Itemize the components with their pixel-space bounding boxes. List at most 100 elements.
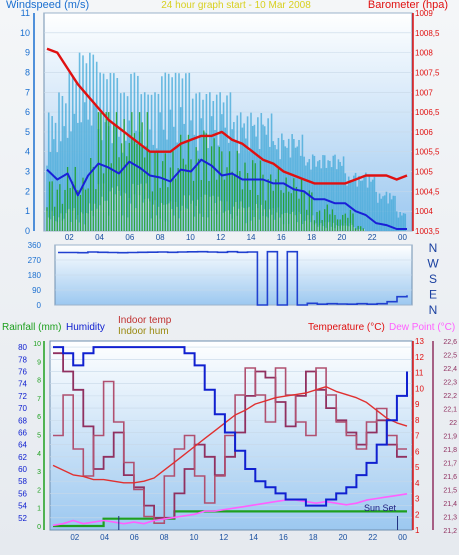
temp-x-tick-label: 18 [309,533,318,542]
wind-x-tick-label: 08 [156,233,165,242]
wind-x-tick-label: 10 [186,233,195,242]
temp-x-tick-label: 10 [190,533,199,542]
dewpoint-tick-label: 22,3 [443,380,457,387]
wind-low-bars [46,112,364,231]
barometer-tick-label: 1007,5 [415,68,440,77]
humidity-tick-label: 70 [18,404,27,413]
wind-x-tick-label: 06 [125,233,134,242]
wind-left-tick-label: 8 [25,67,30,77]
wind-left-tick-label: 9 [25,48,30,58]
dewpoint-tick-label: 22,6 [443,339,457,346]
dewpoint-tick-label: 22,2 [443,393,457,400]
humidity-tick-label: 80 [18,343,27,352]
wind-x-tick-label: 02 [65,233,74,242]
direction-tick-label: 180 [28,271,42,280]
wind-left-tick-label: 4 [25,147,30,157]
rainfall-tick-label: 1 [37,506,41,513]
temp-x-tick-label: 20 [338,533,347,542]
compass-label: N [429,303,438,317]
wind-axis-title: Windspeed (m/s) [6,0,89,11]
barometer-tick-label: 1005,5 [415,148,440,157]
barometer-axis-title: Barometer (hpa) [368,0,448,11]
temperature-tick-label: 6 [415,447,420,456]
compass-label: S [429,272,437,286]
wind-x-tick-label: 04 [95,233,104,242]
temperature-tick-label: 8 [415,416,420,425]
temp-x-tick-label: 06 [130,533,139,542]
humidity-tick-label: 78 [18,355,27,364]
dewpoint-tick-label: 22,5 [443,353,457,360]
humidity-tick-label: 74 [18,380,27,389]
rainfall-tick-label: 4 [37,451,41,458]
humidity-tick-label: 52 [18,514,27,523]
wind-average-line [46,158,407,230]
sun-set-annotation: Sun Set [364,503,397,513]
direction-line [58,250,408,306]
wind-x-tick-label: 00 [398,233,407,242]
rainfall-tick-label: 9 [37,359,41,366]
legend-humidity: Humidity [66,322,105,333]
barometer-tick-label: 1006 [415,128,433,137]
dewpoint-tick-label: 22 [449,420,457,427]
barometer-tick-label: 1007 [415,88,433,97]
humidity-tick-label: 60 [18,465,27,474]
humidity-tick-label: 58 [18,477,27,486]
rainfall-line [53,510,407,528]
rainfall-tick-label: 5 [37,433,41,440]
barometer-line [46,47,408,185]
wind-x-tick-label: 18 [307,233,316,242]
temp-x-tick-label: 08 [160,533,169,542]
wind-x-tick-label: 12 [216,233,225,242]
barometer-tick-label: 1008 [415,49,433,58]
dewpoint-tick-label: 21,7 [443,461,457,468]
temperature-tick-label: 3 [415,495,420,504]
legend-rainfall: Rainfall (mm) [2,322,61,333]
temperature-tick-label: 2 [415,510,420,519]
temperature-tick-label: 11 [415,369,424,378]
dewpoint-tick-label: 21,2 [443,528,457,535]
dewpoint-tick-label: 21,4 [443,501,457,508]
direction-tick-label: 270 [28,256,42,265]
temperature-tick-label: 10 [415,384,424,393]
rainfall-tick-label: 8 [37,378,41,385]
chart-start-title: 24 hour graph start - 10 Mar 2008 [161,0,311,11]
temperature-tick-label: 7 [415,432,420,441]
wind-left-tick-label: 1 [25,206,30,216]
wind-x-tick-label: 22 [368,233,377,242]
wind-left-tick-label: 10 [20,28,30,38]
rainfall-tick-label: 7 [37,396,41,403]
compass-label: W [427,257,439,271]
wind-left-tick-label: 0 [25,226,30,236]
humidity-tick-label: 54 [18,502,27,511]
wind-x-tick-label: 14 [247,233,256,242]
temp-x-tick-label: 16 [279,533,288,542]
wind-left-tick-label: 5 [25,127,30,137]
humidity-tick-label: 66 [18,428,27,437]
temperature-tick-label: 12 [415,353,424,362]
temperature-tick-label: 13 [415,337,424,346]
rainfall-tick-label: 0 [37,524,41,531]
temp-x-tick-label: 22 [368,533,377,542]
dewpoint-tick-label: 21,8 [443,447,457,454]
temp-x-tick-label: 12 [219,533,228,542]
barometer-tick-label: 1004 [415,207,433,216]
temp-x-tick-label: 00 [398,533,407,542]
temperature-line [52,386,408,484]
wind-left-tick-label: 11 [21,8,30,18]
rainfall-tick-label: 10 [33,341,41,348]
rainfall-tick-label: 6 [37,414,41,421]
barometer-tick-label: 1005 [415,168,433,177]
humidity-tick-label: 76 [18,367,27,376]
dewpoint-tick-label: 21,6 [443,474,457,481]
temperature-tick-label: 1 [415,526,420,535]
humidity-tick-label: 72 [18,392,27,401]
temp-x-tick-label: 02 [70,533,79,542]
dewpoint-line [52,493,408,527]
humidity-tick-label: 64 [18,441,27,450]
compass-label: N [429,241,438,255]
wind-x-tick-label: 20 [337,233,346,242]
temp-x-tick-label: 04 [100,533,109,542]
humidity-line [53,346,408,507]
